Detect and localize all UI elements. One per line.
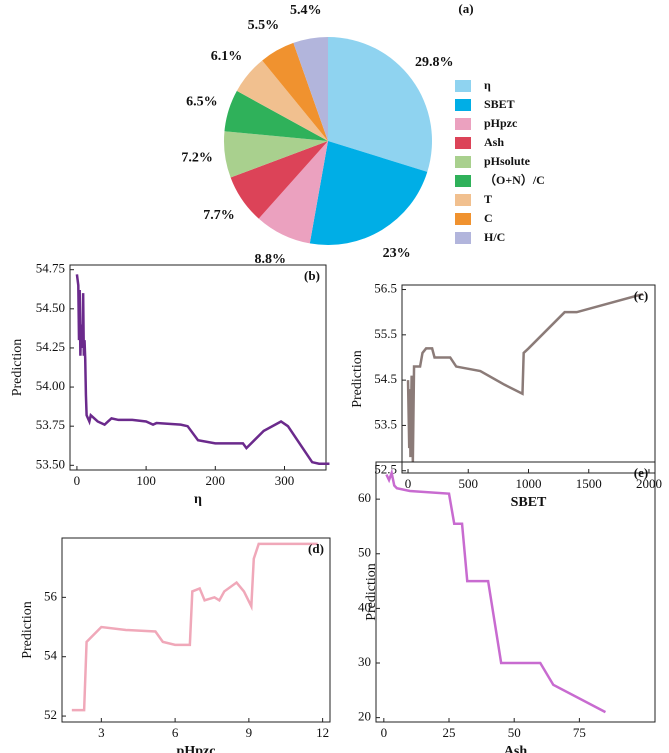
x-tick-label: 200 xyxy=(206,473,226,488)
pie-slice xyxy=(224,131,328,178)
legend-label: T xyxy=(484,192,492,206)
slice-label: 7.2% xyxy=(181,151,213,166)
y-tick-label: 56 xyxy=(44,588,58,603)
slice-label: 5.4% xyxy=(290,3,322,18)
y-tick-label: 53.5 xyxy=(374,416,397,431)
pie-slice xyxy=(236,60,328,141)
x-tick-label: 25 xyxy=(443,725,456,740)
y-tick-label: 54.00 xyxy=(36,378,65,393)
x-axis-label: η xyxy=(194,492,202,507)
plot-frame xyxy=(375,461,656,723)
legend-swatch xyxy=(455,118,471,130)
x-tick-label: 9 xyxy=(246,725,253,740)
y-axis-label: Prediction xyxy=(20,601,35,659)
line xyxy=(385,468,607,714)
panel-label: (b) xyxy=(304,268,320,283)
legend-swatch xyxy=(455,99,471,111)
slice-label: 5.5% xyxy=(248,18,280,33)
panel-label: (a) xyxy=(458,1,473,16)
y-axis-label: Prediction xyxy=(10,339,25,397)
plot-frame xyxy=(401,284,656,474)
y-tick-label: 50 xyxy=(358,545,371,560)
y-tick-label: 53.50 xyxy=(36,456,65,471)
x-axis-label: Ash xyxy=(504,744,528,753)
legend-swatch xyxy=(455,80,471,92)
x-tick-label: 75 xyxy=(573,725,586,740)
y-tick-label: 52 xyxy=(44,707,57,722)
x-tick-label: 1000 xyxy=(516,476,542,491)
x-tick-label: 300 xyxy=(275,473,295,488)
legend-label: C xyxy=(484,211,493,225)
panel-label: (c) xyxy=(634,288,648,303)
pie-slice xyxy=(293,37,328,141)
panel-label: (e) xyxy=(634,465,648,480)
slice-label: 29.8% xyxy=(415,55,454,70)
legend-swatch xyxy=(455,137,471,149)
legend-swatch xyxy=(455,156,471,168)
legend-label: H/C xyxy=(484,230,505,244)
legend-label: pHpzc xyxy=(484,116,518,130)
x-tick-label: 50 xyxy=(508,725,521,740)
legend-label: SBET xyxy=(484,97,515,111)
y-tick-label: 56.5 xyxy=(374,281,397,296)
plot-frame xyxy=(61,537,331,723)
y-tick-label: 53.75 xyxy=(36,417,65,432)
slice-label: 6.1% xyxy=(211,49,243,64)
y-tick-label: 30 xyxy=(358,654,371,669)
y-tick-label: 40 xyxy=(358,599,371,614)
x-tick-label: 500 xyxy=(459,476,479,491)
x-tick-label: 100 xyxy=(136,473,156,488)
y-tick-label: 54 xyxy=(44,648,58,663)
x-tick-label: 0 xyxy=(74,473,81,488)
legend-swatch xyxy=(455,213,471,225)
legend-swatch xyxy=(455,232,471,244)
y-tick-label: 20 xyxy=(358,709,371,724)
slice-label: 23% xyxy=(383,246,411,261)
pie-slice xyxy=(262,42,328,141)
x-tick-label: 0 xyxy=(405,476,412,491)
slice-label: 7.7% xyxy=(203,208,235,223)
x-axis-label: SBET xyxy=(511,495,547,510)
legend-swatch xyxy=(455,194,471,206)
y-tick-label: 54.5 xyxy=(374,371,397,386)
x-tick-label: 3 xyxy=(98,725,105,740)
legend-label: η xyxy=(484,78,491,92)
y-tick-label: 60 xyxy=(358,490,371,505)
y-tick-label: 54.75 xyxy=(36,261,65,276)
x-axis-label: pHpzc xyxy=(177,744,216,753)
pie-slice xyxy=(230,141,328,219)
legend-label: Ash xyxy=(484,135,504,149)
pie-slice xyxy=(309,141,428,245)
line xyxy=(75,274,330,465)
slice-label: 6.5% xyxy=(186,94,218,109)
slice-label: 8.8% xyxy=(255,252,287,267)
pie-slice xyxy=(328,37,432,172)
y-tick-label: 52.5 xyxy=(374,462,397,477)
line xyxy=(406,292,644,462)
panel-label: (d) xyxy=(308,541,324,556)
x-tick-label: 1500 xyxy=(576,476,602,491)
x-tick-label: 0 xyxy=(381,725,388,740)
y-tick-label: 55.5 xyxy=(374,326,397,341)
y-tick-label: 54.25 xyxy=(36,339,65,354)
x-tick-label: 6 xyxy=(172,725,179,740)
x-tick-label: 12 xyxy=(316,725,329,740)
legend-swatch xyxy=(455,175,471,187)
legend-label: （O+N）/C xyxy=(484,172,545,187)
y-axis-label: Prediction xyxy=(350,350,365,408)
line xyxy=(71,542,318,712)
pie-slice xyxy=(224,90,328,141)
legend-label: pHsolute xyxy=(484,154,531,168)
pie-slice xyxy=(258,141,328,244)
y-axis-label: Prediction xyxy=(364,563,379,621)
plot-frame xyxy=(69,264,327,471)
y-tick-label: 54.50 xyxy=(36,300,65,315)
